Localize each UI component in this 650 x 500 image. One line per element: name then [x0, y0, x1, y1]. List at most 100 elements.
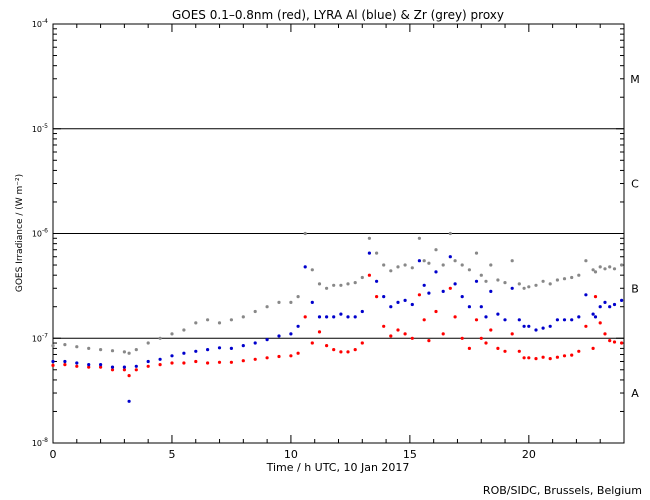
data-point: [217, 360, 222, 364]
data-point: [460, 336, 464, 340]
data-point: [375, 295, 379, 299]
data-point: [608, 339, 612, 343]
data-point: [453, 315, 457, 319]
data-point: [51, 359, 55, 364]
data-point: [353, 348, 357, 352]
data-point: [527, 285, 531, 289]
data-point: [253, 309, 257, 314]
y-tick-base: 10: [32, 125, 42, 134]
data-point: [241, 359, 245, 363]
data-point: [75, 361, 79, 365]
data-point: [75, 364, 79, 368]
data-point: [467, 268, 471, 272]
data-point: [146, 364, 150, 368]
data-point: [229, 360, 233, 364]
data-point: [122, 365, 126, 369]
data-point: [584, 259, 588, 263]
data-point: [434, 248, 438, 252]
x-tick-label: 15: [403, 448, 417, 461]
data-point: [396, 328, 400, 332]
data-point: [577, 349, 581, 353]
data-point: [382, 263, 386, 267]
data-point: [158, 336, 162, 340]
data-point: [346, 350, 350, 354]
data-point: [122, 368, 126, 372]
data-point: [170, 332, 174, 336]
data-point: [194, 349, 198, 353]
data-point: [134, 364, 138, 368]
data-point: [170, 361, 174, 365]
data-point: [427, 339, 431, 343]
data-point: [496, 346, 500, 350]
series-1: [51, 251, 624, 403]
data-point: [522, 286, 526, 290]
data-point: [474, 318, 479, 322]
data-point: [277, 300, 281, 304]
data-point: [503, 318, 507, 322]
data-point: [110, 368, 115, 372]
data-point: [448, 231, 452, 236]
data-point: [194, 359, 198, 364]
data-point: [332, 348, 336, 352]
data-point: [584, 324, 588, 328]
data-point: [417, 259, 421, 263]
data-point: [99, 363, 103, 367]
data-point: [332, 283, 336, 287]
data-point: [489, 289, 493, 293]
y-tick-label: 10-6: [32, 228, 48, 239]
data-point: [63, 343, 67, 347]
data-point: [127, 374, 131, 378]
data-point: [591, 312, 595, 316]
data-point: [303, 231, 307, 236]
data-point: [527, 356, 531, 360]
data-point: [87, 346, 91, 350]
data-point: [608, 265, 612, 269]
data-point: [182, 328, 186, 332]
data-point: [422, 259, 426, 263]
data-point: [122, 350, 126, 354]
data-point: [555, 278, 560, 282]
data-point: [339, 312, 343, 316]
data-point: [265, 356, 269, 360]
y-axis: 10-810-710-610-510-4: [32, 18, 624, 448]
data-point: [265, 338, 269, 342]
data-point: [460, 263, 464, 267]
data-point: [360, 309, 364, 314]
data-point: [555, 318, 560, 322]
y-tick-exponent: -4: [42, 18, 48, 25]
data-point: [422, 318, 426, 322]
y-tick-base: 10: [32, 20, 42, 29]
data-point: [296, 351, 300, 355]
data-point: [367, 251, 371, 255]
data-point: [603, 332, 607, 336]
data-point: [375, 279, 379, 283]
data-point: [229, 318, 233, 322]
data-point: [479, 336, 483, 340]
y-axis-label: GOES Irradiance / (W m⁻²): [15, 174, 25, 292]
data-point: [441, 263, 445, 267]
data-point: [241, 315, 245, 319]
data-point: [562, 318, 567, 322]
data-point: [317, 315, 322, 319]
data-point: [206, 318, 210, 322]
data-point: [289, 332, 293, 336]
data-point: [489, 263, 493, 267]
data-point: [127, 399, 131, 403]
data-point: [206, 361, 210, 365]
y-tick-exponent: -5: [42, 123, 48, 130]
data-point: [332, 315, 336, 319]
data-point: [460, 295, 464, 299]
data-point: [303, 265, 307, 269]
series-2: [51, 231, 624, 355]
data-point: [448, 255, 452, 259]
data-point: [289, 300, 293, 304]
data-point: [548, 324, 552, 328]
data-point: [577, 315, 581, 319]
data-point: [603, 300, 607, 304]
data-point: [389, 334, 393, 338]
y-tick-base: 10: [32, 439, 42, 448]
y-tick-exponent: -7: [42, 332, 48, 339]
y-tick-label: 10-5: [32, 123, 48, 134]
data-point: [548, 282, 552, 286]
